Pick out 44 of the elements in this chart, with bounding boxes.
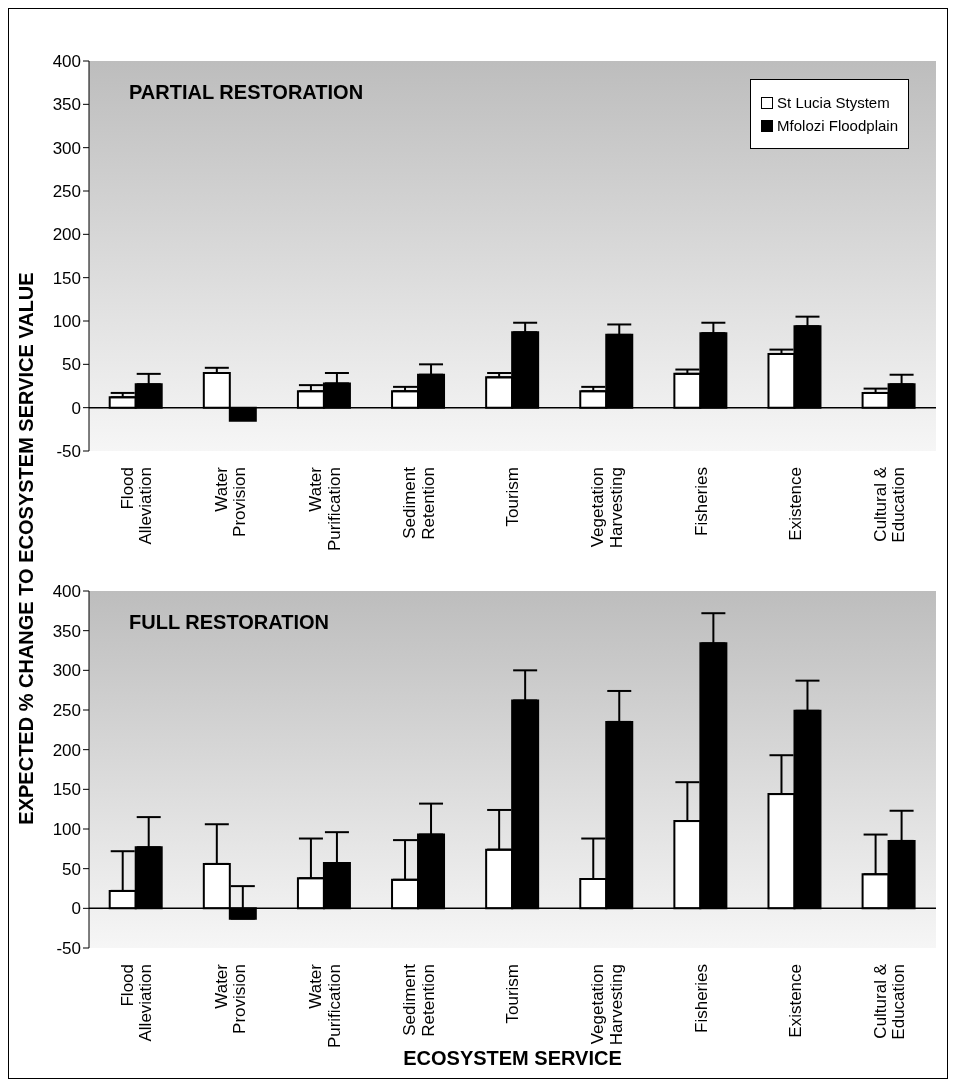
x-tick-label: Fisheries [691,964,711,1033]
x-tick-label: Fisheries [691,467,711,536]
x-tick-label: Water Purification [305,963,344,1049]
x-tick-label: Flood Alleviation [117,467,156,545]
y-tick-label: 200 [52,740,81,760]
y-tick-label: 250 [52,701,81,721]
x-tick-label: Tourism [503,964,523,1024]
y-tick-label: -50 [56,442,81,462]
text: PARTIAL RESTORATION [129,81,364,104]
x-axis-title: ECOSYSTEM SERVICE [402,1047,623,1070]
x-tick-label: Existence [785,964,805,1038]
y-tick-label: 100 [52,312,81,332]
x-tick-label: Flood Alleviation [117,964,156,1042]
y-tick-label: 200 [52,225,81,245]
y-axis-title: EXPECTED % CHANGE TO ECOSYSTEM SERVICE VALUE [14,271,38,827]
y-tick-label: 0 [71,899,81,919]
y-tick-label: -50 [56,939,81,959]
x-tick-label: Sediment Retention [399,466,438,540]
y-tick-label: 150 [52,780,81,800]
y-tick-label: 300 [52,661,81,681]
x-tick-label: Cultural & Education [870,466,909,543]
legend-label: Mfolozi Floodplain [777,117,898,134]
x-tick-label: Existence [785,467,805,541]
x-tick-label: Water Purification [305,466,344,552]
y-tick-label: 400 [52,52,81,72]
x-tick-label: Sediment Retention [399,963,438,1037]
x-tick-label: Cultural & Education [870,963,909,1040]
y-tick-label: 300 [52,138,81,158]
x-tick-label: Water Provision [211,466,250,537]
x-tick-label: Vegetation Harvesting [588,964,626,1046]
x-tick-label: Tourism [503,467,523,527]
y-tick-label: 400 [52,582,81,602]
x-tick-label: Vegetation Harvesting [588,467,626,549]
x-tick-label: Water Provision [211,963,250,1034]
y-tick-label: 0 [71,398,81,418]
y-tick-label: 350 [52,621,81,641]
y-tick-label: 250 [52,182,81,202]
legend-label: St Lucia Stystem [777,94,890,111]
y-tick-label: 350 [52,95,81,115]
y-tick-label: 50 [62,859,81,879]
text: FULL RESTORATION [129,611,329,634]
y-tick-label: 50 [62,355,81,375]
y-tick-label: 100 [52,820,81,840]
y-tick-label: 150 [52,268,81,288]
